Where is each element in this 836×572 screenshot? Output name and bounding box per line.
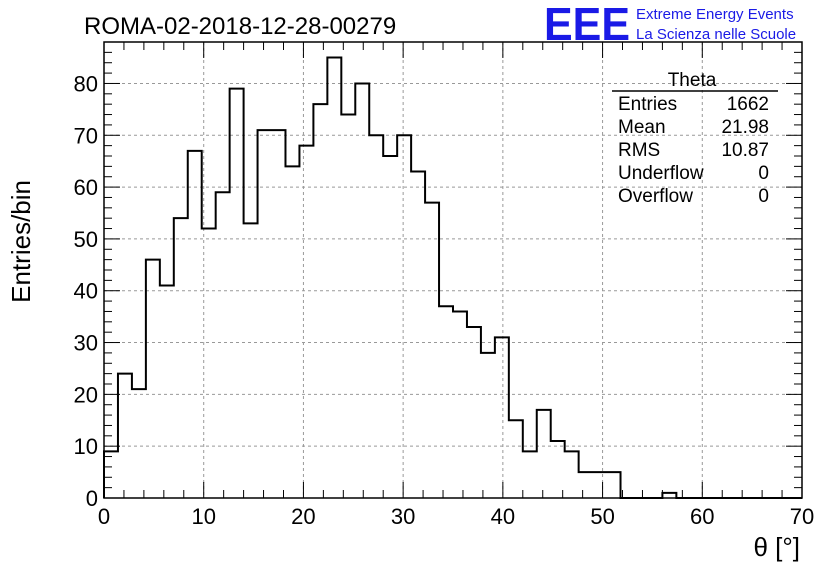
eee-logo-mark: EEE [544, 0, 630, 50]
plot-frame [103, 41, 803, 499]
stats-label: Underflow [618, 163, 704, 184]
stats-value: 0 [758, 186, 769, 207]
stats-value: 1662 [727, 94, 769, 115]
stats-value: 10.87 [721, 140, 769, 161]
stats-value: 0 [758, 163, 769, 184]
y-tick-label: 0 [86, 486, 98, 511]
histogram-series [103, 56, 802, 499]
y-tick-label: 50 [74, 227, 98, 252]
grid-lines [104, 42, 802, 498]
x-tick-label: 40 [491, 504, 515, 529]
x-tick-labels: 0 10 20 30 40 50 60 70 [98, 504, 814, 529]
chart-title: ROMA-02-2018-12-28-00279 [84, 13, 396, 40]
stats-label: Overflow [618, 186, 693, 207]
y-tick-label: 60 [74, 175, 98, 200]
x-tick-label: 70 [790, 504, 814, 529]
y-tick-label: 80 [74, 71, 98, 96]
stats-label: RMS [618, 140, 660, 161]
y-tick-label: 10 [74, 434, 98, 459]
stats-name: Theta [668, 70, 717, 91]
axis-ticks [103, 41, 803, 499]
stats-label: Entries [618, 94, 677, 115]
y-tick-label: 20 [74, 382, 98, 407]
y-tick-labels: 0 10 20 30 40 50 60 70 80 [74, 71, 98, 511]
x-tick-label: 30 [391, 504, 415, 529]
y-tick-label: 40 [74, 279, 98, 304]
x-tick-label: 10 [191, 504, 215, 529]
stats-value: 21.98 [721, 117, 769, 138]
x-axis-title: θ [°] [753, 532, 800, 562]
stats-label: Mean [618, 117, 666, 138]
stats-box: Theta Entries 1662 Mean 21.98 RMS 10.87 Underf… [612, 70, 778, 207]
logo-line-2: La Scienza nelle Scuole [636, 26, 796, 43]
x-tick-label: 20 [291, 504, 315, 529]
x-tick-label: 60 [690, 504, 714, 529]
stats-rows: Entries 1662 Mean 21.98 RMS 10.87 Underflow 0 Ov… [618, 94, 769, 207]
y-axis-title: Entries/bin [6, 180, 36, 303]
x-tick-label: 0 [98, 504, 110, 529]
eee-logo: EEE Extreme Energy Events La Scienza nel… [544, 0, 796, 50]
y-tick-label: 70 [74, 123, 98, 148]
y-tick-label: 30 [74, 331, 98, 356]
x-tick-label: 50 [590, 504, 614, 529]
logo-line-1: Extreme Energy Events [636, 6, 794, 23]
